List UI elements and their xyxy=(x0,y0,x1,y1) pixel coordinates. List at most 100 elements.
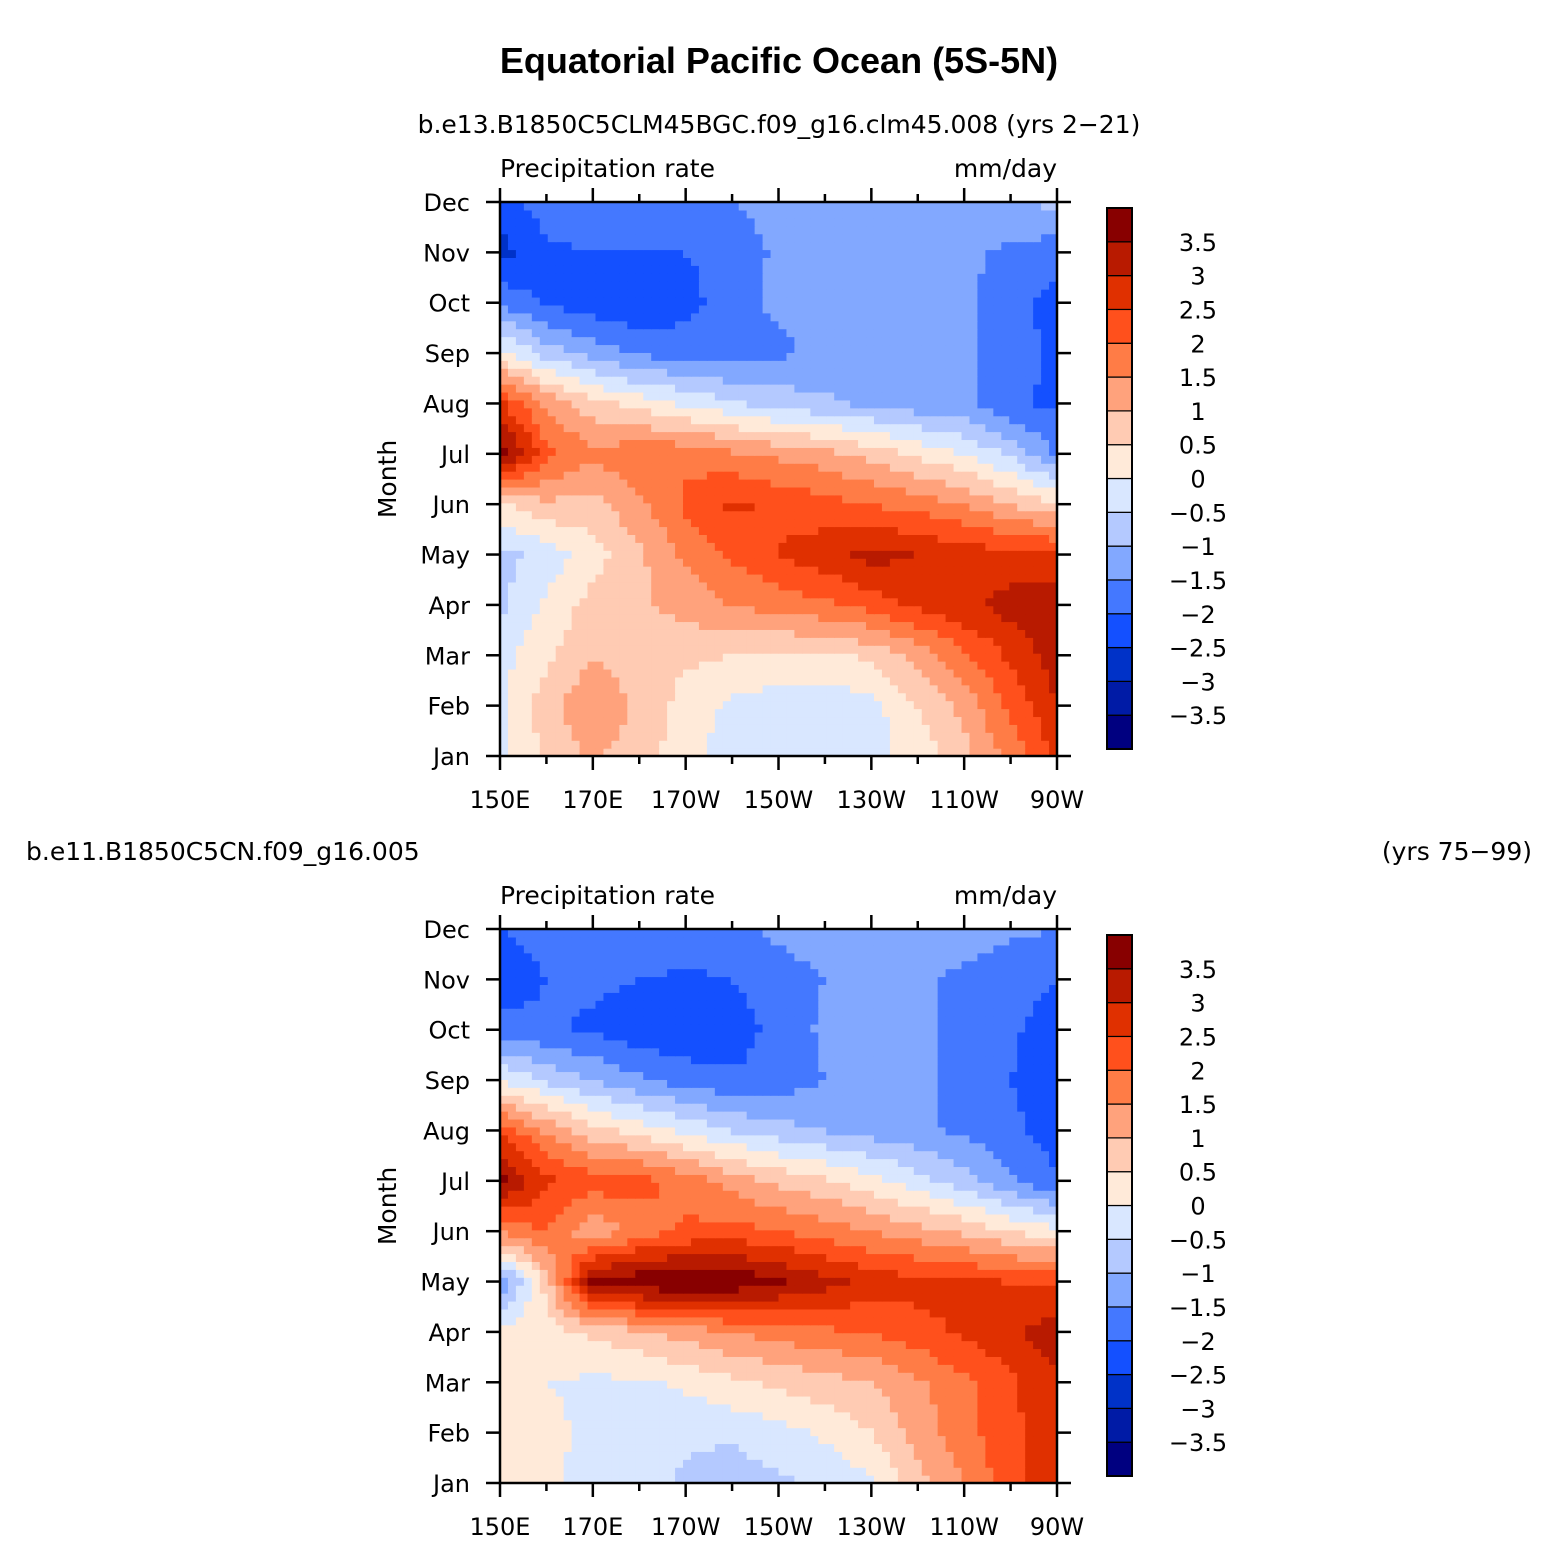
heatmap-cell xyxy=(507,550,517,559)
heatmap-cell xyxy=(881,257,891,266)
heatmap-cell xyxy=(945,518,955,528)
heatmap-cell xyxy=(842,605,851,615)
heatmap-cell xyxy=(675,566,684,575)
heatmap-cell xyxy=(515,566,525,575)
heatmap-cell xyxy=(722,645,732,654)
heatmap-cell xyxy=(1041,352,1050,361)
heatmap-cell xyxy=(507,304,517,314)
heatmap-cell xyxy=(961,542,971,551)
heatmap-cell xyxy=(683,336,692,346)
heatmap-cell xyxy=(714,241,724,251)
heatmap-cell xyxy=(985,589,994,599)
heatmap-cell xyxy=(897,581,907,591)
heatmap-cell xyxy=(738,684,748,694)
heatmap-cell xyxy=(897,217,907,227)
heatmap-cell xyxy=(722,534,732,543)
heatmap-cell xyxy=(905,676,915,686)
heatmap-cell xyxy=(905,589,915,599)
heatmap-cell xyxy=(667,708,676,718)
heatmap-cell xyxy=(794,296,803,306)
heatmap-cell xyxy=(643,534,652,543)
heatmap-cell xyxy=(881,376,891,385)
heatmap-cell xyxy=(675,265,684,274)
heatmap-cell xyxy=(1041,589,1050,599)
heatmap-cell xyxy=(802,209,811,219)
heatmap-cell xyxy=(555,605,565,615)
heatmap-cell xyxy=(555,708,565,718)
heatmap-cell xyxy=(706,304,716,314)
heatmap-cell xyxy=(730,376,740,385)
heatmap-cell xyxy=(643,502,652,512)
heatmap-cell xyxy=(1009,732,1018,741)
heatmap-cell xyxy=(802,573,811,583)
heatmap-cell xyxy=(993,471,1002,480)
heatmap-cell xyxy=(611,668,620,678)
heatmap-cell xyxy=(762,320,772,330)
heatmap-cell xyxy=(921,526,931,535)
heatmap-cell xyxy=(635,202,644,211)
heatmap-cell xyxy=(850,265,859,274)
heatmap-cell xyxy=(802,740,811,749)
heatmap-cell xyxy=(1017,542,1026,551)
heatmap-cell xyxy=(754,328,764,338)
heatmap-cell xyxy=(881,209,891,219)
heatmap-cell xyxy=(667,732,676,741)
heatmap-cell xyxy=(961,289,971,298)
heatmap-cell xyxy=(762,605,772,615)
heatmap-cell xyxy=(834,613,843,623)
heatmap-cell xyxy=(643,257,652,266)
heatmap-cell xyxy=(850,233,859,243)
heatmap-cell xyxy=(698,320,708,330)
heatmap-cell xyxy=(810,265,819,274)
heatmap-cell xyxy=(500,605,509,615)
heatmap-cell xyxy=(706,661,716,670)
heatmap-cell xyxy=(595,645,605,654)
heatmap-cell xyxy=(738,724,748,733)
heatmap-cell xyxy=(945,566,955,575)
heatmap-cell xyxy=(977,621,986,630)
heatmap-cell xyxy=(738,360,748,369)
heatmap-cell xyxy=(945,502,955,512)
heatmap-cell xyxy=(1049,281,1058,290)
heatmap-cell xyxy=(651,637,660,646)
heatmap-cell xyxy=(539,510,549,520)
heatmap-cell xyxy=(937,407,947,417)
heatmap-cell xyxy=(555,716,565,725)
heatmap-cell xyxy=(523,661,533,670)
heatmap-cell xyxy=(762,724,772,733)
heatmap-cell xyxy=(587,558,597,567)
heatmap-cell xyxy=(539,621,549,630)
heatmap-cell xyxy=(714,202,724,211)
heatmap-cell xyxy=(842,415,851,425)
heatmap-cell xyxy=(531,566,541,575)
heatmap-cell xyxy=(659,431,668,441)
heatmap-cell xyxy=(706,202,716,211)
heatmap-cell xyxy=(1049,360,1058,369)
heatmap-cell xyxy=(675,368,684,377)
heatmap-cell xyxy=(802,360,811,369)
heatmap-cell xyxy=(762,407,772,417)
heatmap-cell xyxy=(866,605,875,615)
heatmap-cell xyxy=(873,597,883,607)
heatmap-cell xyxy=(1017,621,1026,630)
heatmap-cell xyxy=(651,542,660,551)
heatmap-cell xyxy=(730,423,740,433)
heatmap-cell xyxy=(690,653,700,662)
heatmap-cell xyxy=(802,455,811,464)
heatmap-cell xyxy=(563,225,573,235)
heatmap-cell xyxy=(945,589,955,599)
heatmap-cell xyxy=(794,518,803,528)
heatmap-cell xyxy=(889,289,899,298)
heatmap-cell xyxy=(762,336,772,346)
heatmap-cell xyxy=(619,344,628,353)
heatmap-cell xyxy=(1041,384,1050,393)
heatmap-cell xyxy=(937,724,947,733)
heatmap-cell xyxy=(778,645,788,654)
heatmap-cell xyxy=(714,312,724,322)
heatmap-cell xyxy=(905,202,915,211)
heatmap-cell xyxy=(523,202,533,211)
heatmap-cell xyxy=(603,391,612,401)
heatmap-cell xyxy=(698,684,708,694)
heatmap-cell xyxy=(667,621,676,630)
heatmap-cell xyxy=(778,684,788,694)
